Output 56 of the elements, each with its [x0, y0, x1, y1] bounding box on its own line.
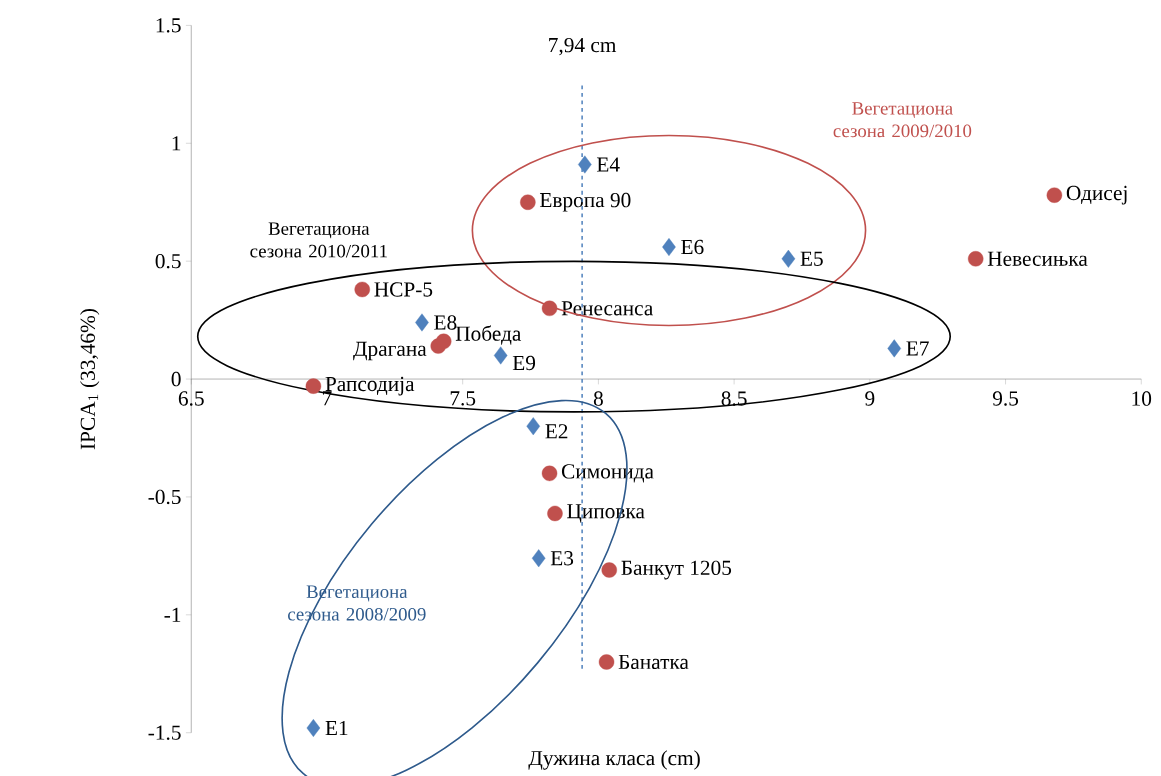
point [601, 562, 617, 578]
point [578, 155, 592, 174]
point [520, 194, 536, 210]
series-label: E6 [681, 239, 704, 255]
x-tick-label: 6.5 [178, 391, 204, 406]
point [531, 549, 546, 568]
series-label: Европа 90 [539, 192, 631, 212]
series-label: E9 [512, 355, 536, 371]
series-label: НСР-5 [374, 282, 433, 297]
point [493, 346, 508, 365]
ref-line-label: 7,94 cm [549, 37, 617, 56]
series-label: Ренесанса [561, 301, 654, 316]
y-tick-label: 1 [172, 136, 181, 151]
y-axis-title: IPCA$_{1}$ (33,46%) [80, 309, 100, 450]
series-label: Банатка [618, 654, 689, 670]
series-label: Банкут 1205 [621, 560, 732, 580]
annotation: Вегетациона сезона 2009/2010 [833, 102, 972, 138]
point [305, 378, 322, 394]
point [662, 238, 676, 256]
point [598, 654, 615, 670]
y-tick-label: -1.5 [148, 725, 181, 740]
point [526, 417, 541, 436]
series-label: E7 [906, 341, 929, 356]
series-label: E4 [596, 157, 620, 172]
series-label: Невесињка [987, 251, 1088, 266]
point [306, 719, 321, 737]
x-tick-label: 9 [865, 391, 875, 406]
series-label: Победа [455, 325, 522, 345]
point [1046, 187, 1063, 203]
series-label: E3 [550, 551, 574, 566]
y-tick-label: 1.5 [156, 18, 181, 33]
x-tick-label: 9.5 [992, 391, 1019, 406]
x-tick-label: 10 [1132, 391, 1152, 406]
x-axis-title: Дужина класа (cm) [528, 750, 700, 770]
y-tick-label: 0.5 [155, 253, 181, 269]
series-label: E2 [545, 424, 568, 439]
series-label: Одисеј [1066, 185, 1127, 205]
x-tick-label: 7.5 [450, 391, 476, 406]
series-label: Драгана [353, 341, 427, 361]
y-tick-label: -1 [164, 607, 181, 622]
x-tick-label: 8 [593, 391, 603, 406]
series-label: E8 [434, 315, 457, 330]
point [781, 249, 796, 268]
point [541, 465, 558, 482]
point [415, 313, 429, 332]
point [547, 505, 563, 522]
annotation: Вегетациона сезона 2010/2011 [250, 222, 387, 258]
y-tick-label: -0.5 [148, 489, 181, 505]
point [541, 300, 558, 317]
point [967, 251, 984, 267]
point [887, 339, 902, 358]
y-tick-label: 0 [171, 371, 181, 387]
point [354, 281, 370, 298]
point [435, 333, 452, 350]
series-label: E1 [325, 720, 348, 736]
series-label: E5 [800, 251, 823, 266]
